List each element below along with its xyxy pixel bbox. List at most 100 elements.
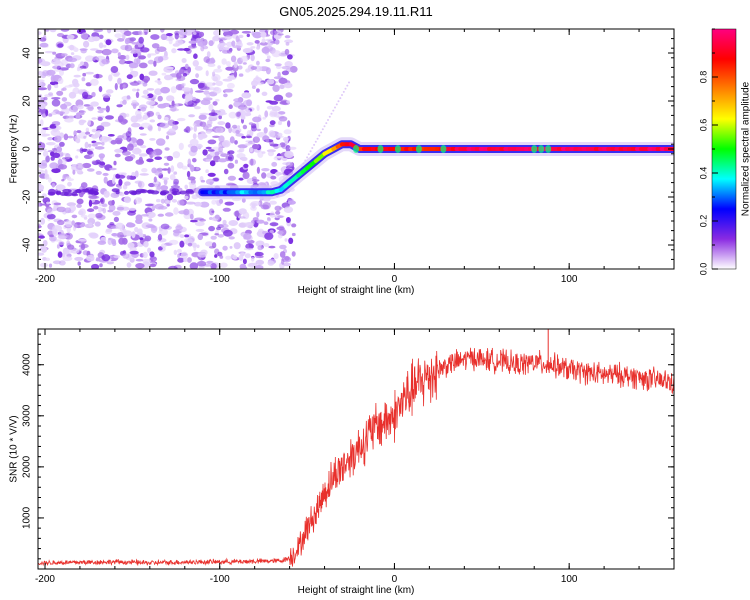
noise-blob [228, 220, 238, 226]
noise-blob [40, 119, 44, 127]
noise-blob [49, 81, 59, 86]
noise-blob [157, 234, 163, 241]
spur-dot [309, 150, 312, 153]
noise-blob [101, 203, 108, 208]
noise-blob [262, 202, 271, 210]
noise-blob [278, 120, 282, 126]
noise-blob [218, 115, 222, 120]
noise-blob [40, 217, 46, 225]
noise-blob [141, 168, 148, 173]
noise-blob [110, 140, 117, 145]
noise-blob [83, 135, 87, 139]
spur-dot [316, 137, 319, 140]
noise-blob [138, 62, 148, 69]
noise-blob [206, 51, 211, 58]
noise-blob [204, 82, 215, 87]
noise-blob [85, 55, 95, 62]
noise-blob [146, 211, 156, 219]
noise-blob [130, 50, 138, 54]
noise-blob [171, 199, 178, 203]
noise-blob [163, 178, 168, 185]
noise-blob [214, 214, 220, 220]
noise-blob [158, 228, 168, 236]
noise-blob [123, 30, 132, 36]
noise-blob [56, 206, 66, 213]
noise-blob [163, 116, 169, 121]
noise-blob [269, 200, 277, 205]
noise-blob [100, 121, 111, 127]
noise-blob [250, 66, 257, 70]
spur-dot [348, 81, 350, 84]
noise-blob [138, 181, 142, 188]
noise-blob [161, 177, 170, 181]
noise-blob [86, 254, 95, 262]
noise-blob [277, 111, 286, 115]
noise-blob [250, 54, 255, 62]
noise-blob [75, 188, 82, 193]
noise-blob [254, 251, 264, 257]
noise-blob [154, 169, 163, 176]
noise-blob [40, 61, 51, 67]
noise-blob [160, 243, 167, 249]
noise-blob [287, 54, 293, 60]
noise-blob [241, 30, 252, 34]
noise-blob [245, 47, 254, 53]
noise-blob [147, 93, 154, 98]
noise-blob [190, 145, 198, 153]
noise-blob [93, 191, 99, 195]
snr-series-line [38, 347, 674, 567]
noise-blob [129, 250, 139, 255]
noise-blob [251, 179, 260, 182]
noise-blob [222, 78, 233, 82]
y-tick-label: 4000 [22, 353, 33, 376]
noise-blob [38, 79, 45, 83]
noise-blob [183, 257, 188, 263]
noise-blob [164, 212, 174, 217]
noise-blob [135, 188, 146, 193]
noise-blob [266, 79, 275, 85]
noise-blob [138, 36, 144, 44]
trace-knot [531, 145, 538, 153]
trace-knot [545, 145, 552, 153]
noise-blob [177, 117, 186, 122]
noise-blob [250, 205, 257, 211]
noise-blob [38, 184, 45, 192]
spur-dot [332, 109, 335, 112]
noise-blob [96, 257, 101, 260]
noise-blob [92, 55, 97, 61]
noise-blob [64, 85, 73, 88]
noise-blob [107, 209, 114, 213]
noise-blob [283, 206, 294, 213]
noise-blob [98, 34, 104, 39]
noise-blob [283, 129, 292, 135]
noise-blob [256, 60, 260, 66]
noise-blob [61, 53, 68, 57]
noise-blob [136, 138, 144, 146]
noise-blob [269, 110, 278, 116]
noise-blob [90, 48, 99, 51]
noise-blob [181, 87, 191, 92]
noise-blob [65, 219, 73, 228]
noise-blob [236, 125, 241, 129]
noise-blob [170, 165, 175, 173]
noise-blob [131, 122, 141, 128]
noise-blob [198, 135, 204, 141]
noise-blob [48, 113, 53, 117]
noise-blob [38, 70, 43, 76]
noise-blob [175, 225, 183, 231]
noise-blob [243, 163, 249, 168]
noise-blob [205, 94, 211, 98]
noise-blob [154, 156, 162, 160]
noise-blob [256, 211, 260, 218]
noise-blob [79, 110, 86, 114]
noise-blob [113, 216, 119, 223]
noise-blob [147, 247, 152, 254]
noise-blob [66, 115, 76, 119]
colorbar-tick-label: 0.2 [698, 215, 708, 228]
noise-blob [38, 252, 45, 256]
noise-blob [187, 242, 193, 247]
noise-blob [255, 259, 265, 265]
noise-blob [226, 49, 232, 54]
noise-blob [246, 135, 253, 139]
noise-blob [276, 226, 285, 231]
